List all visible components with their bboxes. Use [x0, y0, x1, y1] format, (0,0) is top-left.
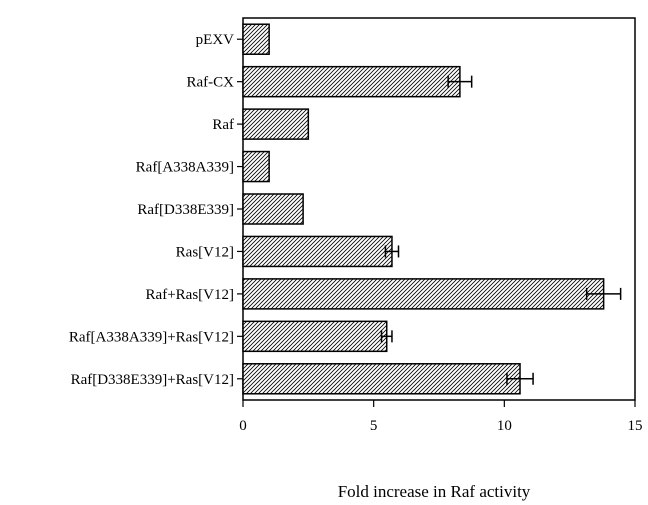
category-label-4: Raf[D338E339]	[137, 202, 234, 218]
category-label-6: Raf+Ras[V12]	[146, 287, 234, 303]
category-label-7: Raf[A338A339]+Ras[V12]	[69, 329, 234, 345]
error-bar-1	[447, 75, 473, 88]
category-label-2: Raf	[212, 117, 234, 133]
x-tick-label-1: 5	[370, 418, 378, 434]
bar-3	[242, 150, 270, 183]
bar-7	[242, 320, 388, 353]
bar-2	[242, 108, 310, 140]
y-axis: pEXV Raf-CX Raf Raf[A338A339] Raf[D338E339] R…	[69, 32, 243, 388]
bar-5	[242, 235, 393, 268]
x-axis: 0 5 10 15	[239, 400, 643, 434]
x-tick-label-2: 10	[497, 418, 512, 434]
bar-0	[242, 23, 270, 55]
error-bar-7	[380, 330, 393, 343]
x-axis-label: Fold increase in Raf activity	[338, 482, 531, 501]
error-bar-8	[506, 372, 534, 385]
x-tick-label-0: 0	[239, 418, 247, 434]
category-label-3: Raf[A338A339]	[136, 160, 234, 176]
category-label-5: Ras[V12]	[176, 244, 234, 260]
error-bar-5	[384, 245, 400, 258]
category-label-1: Raf-CX	[187, 75, 235, 91]
bar-6	[242, 278, 605, 310]
bar-8	[242, 363, 521, 395]
bar-1	[242, 65, 461, 98]
category-label-8: Raf[D338E339]+Ras[V12]	[71, 372, 234, 388]
error-bar-6	[585, 287, 622, 300]
category-label-0: pEXV	[196, 32, 234, 48]
bars-layer	[242, 23, 622, 395]
bar-4	[242, 193, 304, 225]
x-tick-label-3: 15	[628, 418, 643, 434]
